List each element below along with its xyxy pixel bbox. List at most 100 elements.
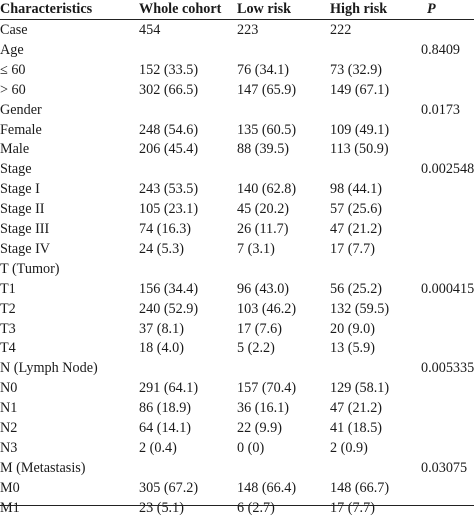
cell-characteristic: Stage I [0, 181, 40, 198]
cell-characteristic: Stage II [0, 201, 45, 218]
cell-low-risk: 88 (39.5) [237, 141, 290, 158]
cell-high-risk: 41 (18.5) [330, 420, 383, 436]
cell-whole-cohort: 24 (5.3) [139, 240, 184, 257]
cell-characteristic: ≤ 60 [0, 61, 26, 78]
table-row: Stage II 105 (23.1) 45 (20.2) 57 (25.6) [0, 199, 474, 219]
cell-low-risk: 5 (2.2) [237, 340, 275, 357]
table-row: T4 18 (4.0) 5 (2.2) 13 (5.9) [0, 338, 474, 358]
header-high-risk: High risk [330, 1, 388, 17]
cell-low-risk: 6 (2.7) [237, 499, 275, 516]
cell-low-risk: 135 (60.5) [237, 121, 297, 138]
cell-low-risk: 22 (9.9) [237, 420, 282, 436]
table-row: T2 240 (52.9) 103 (46.2) 132 (59.5) [0, 299, 474, 319]
cell-high-risk: 132 (59.5) [330, 300, 390, 317]
cell-high-risk: 73 (32.9) [330, 61, 383, 78]
cell-characteristic: M (Metastasis) [0, 459, 86, 476]
cell-whole-cohort: 86 (18.9) [139, 400, 192, 417]
cell-low-risk: 223 [237, 22, 259, 38]
cell-whole-cohort: 302 (66.5) [139, 81, 199, 98]
cell-characteristic: T (Tumor) [0, 260, 60, 277]
cell-whole-cohort: 74 (16.3) [139, 221, 192, 237]
cell-characteristic: Age [0, 41, 24, 58]
cell-whole-cohort: 23 (5.1) [139, 499, 184, 516]
header-p-value: P [427, 1, 436, 17]
cell-whole-cohort: 206 (45.4) [139, 141, 199, 158]
cell-p-value: 0.0173 [421, 101, 461, 118]
cell-low-risk: 17 (7.6) [237, 320, 282, 337]
cell-characteristic: Stage [0, 161, 32, 178]
cell-high-risk: 47 (21.2) [330, 221, 383, 237]
cell-low-risk: 7 (3.1) [237, 240, 275, 257]
cell-characteristic: T3 [0, 320, 16, 337]
cell-high-risk: 17 (7.7) [330, 499, 375, 516]
cell-p-value: 0.002548 [421, 161, 474, 178]
cell-whole-cohort: 64 (14.1) [139, 420, 192, 436]
cell-characteristic: Case [0, 22, 28, 38]
table-row: N2 64 (14.1) 22 (9.9) 41 (18.5) [0, 418, 474, 438]
bottom-rule [0, 505, 474, 507]
header-low-risk: Low risk [237, 1, 291, 17]
cell-characteristic: Gender [0, 101, 42, 118]
table-row: Female 248 (54.6) 135 (60.5) 109 (49.1) [0, 120, 474, 140]
header-whole-cohort: Whole cohort [139, 1, 222, 17]
table-row: Stage I 243 (53.5) 140 (62.8) 98 (44.1) [0, 179, 474, 199]
table-row: Stage IV 24 (5.3) 7 (3.1) 17 (7.7) [0, 239, 474, 259]
cell-characteristic: Female [0, 121, 42, 138]
cell-whole-cohort: 240 (52.9) [139, 300, 199, 317]
cell-characteristic: N1 [0, 400, 18, 417]
table-row: M0 305 (67.2) 148 (66.4) 148 (66.7) [0, 478, 474, 498]
cell-low-risk: 45 (20.2) [237, 201, 290, 218]
table-row: T3 37 (8.1) 17 (7.6) 20 (9.0) [0, 319, 474, 339]
cell-characteristic: Stage III [0, 221, 50, 237]
cell-high-risk: 57 (25.6) [330, 201, 383, 218]
cell-whole-cohort: 105 (23.1) [139, 201, 199, 218]
cell-whole-cohort: 156 (34.4) [139, 280, 199, 297]
cell-whole-cohort: 37 (8.1) [139, 320, 184, 337]
header-characteristics: Characteristics [0, 1, 93, 17]
cell-characteristic: N3 [0, 439, 18, 456]
cell-low-risk: 26 (11.7) [237, 221, 289, 237]
cell-p-value: 0.8409 [421, 41, 461, 58]
cell-characteristic: T4 [0, 340, 16, 357]
table-row: ≤ 60 152 (33.5) 76 (34.1) 73 (32.9) [0, 60, 474, 80]
cell-high-risk: 13 (5.9) [330, 340, 375, 357]
table-row: N (Lymph Node) 0.005335 [0, 358, 474, 378]
cell-low-risk: 103 (46.2) [237, 300, 297, 317]
cell-high-risk: 20 (9.0) [330, 320, 375, 337]
cell-whole-cohort: 18 (4.0) [139, 340, 184, 357]
table-row: Gender 0.0173 [0, 100, 474, 120]
cell-characteristic: Stage IV [0, 240, 51, 257]
cell-characteristic: N2 [0, 420, 18, 436]
cell-high-risk: 113 (50.9) [330, 141, 389, 158]
cell-high-risk: 129 (58.1) [330, 380, 390, 397]
cell-whole-cohort: 454 [139, 22, 161, 38]
table-row: M (Metastasis) 0.03075 [0, 458, 474, 478]
table-row: T (Tumor) [0, 259, 474, 279]
cell-high-risk: 98 (44.1) [330, 181, 383, 198]
table-row: N0 291 (64.1) 157 (70.4) 129 (58.1) [0, 378, 474, 398]
cell-characteristic: M0 [0, 479, 20, 496]
cell-whole-cohort: 243 (53.5) [139, 181, 199, 198]
table-row: > 60 302 (66.5) 147 (65.9) 149 (67.1) [0, 80, 474, 100]
cell-high-risk: 56 (25.2) [330, 280, 383, 297]
cell-low-risk: 0 (0) [237, 439, 265, 456]
cell-high-risk: 149 (67.1) [330, 81, 390, 98]
cell-characteristic: M1 [0, 499, 20, 516]
table-row: N3 2 (0.4) 0 (0) 2 (0.9) [0, 438, 474, 458]
cell-whole-cohort: 291 (64.1) [139, 380, 199, 397]
table-header-row: Characteristics Whole cohort Low risk Hi… [0, 0, 474, 19]
cell-high-risk: 222 [330, 22, 352, 38]
cell-whole-cohort: 2 (0.4) [139, 439, 177, 456]
table-row: N1 86 (18.9) 36 (16.1) 47 (21.2) [0, 398, 474, 418]
cell-characteristic: Male [0, 141, 30, 158]
cell-low-risk: 96 (43.0) [237, 280, 290, 297]
cell-low-risk: 148 (66.4) [237, 479, 297, 496]
cell-high-risk: 2 (0.9) [330, 439, 368, 456]
table-row: Age 0.8409 [0, 40, 474, 60]
cell-characteristic: N (Lymph Node) [0, 360, 98, 377]
cell-whole-cohort: 305 (67.2) [139, 479, 199, 496]
cell-characteristic: > 60 [0, 81, 26, 98]
table-row: M1 23 (5.1) 6 (2.7) 17 (7.7) [0, 498, 474, 518]
cell-low-risk: 147 (65.9) [237, 81, 297, 98]
header-rule [0, 19, 474, 21]
